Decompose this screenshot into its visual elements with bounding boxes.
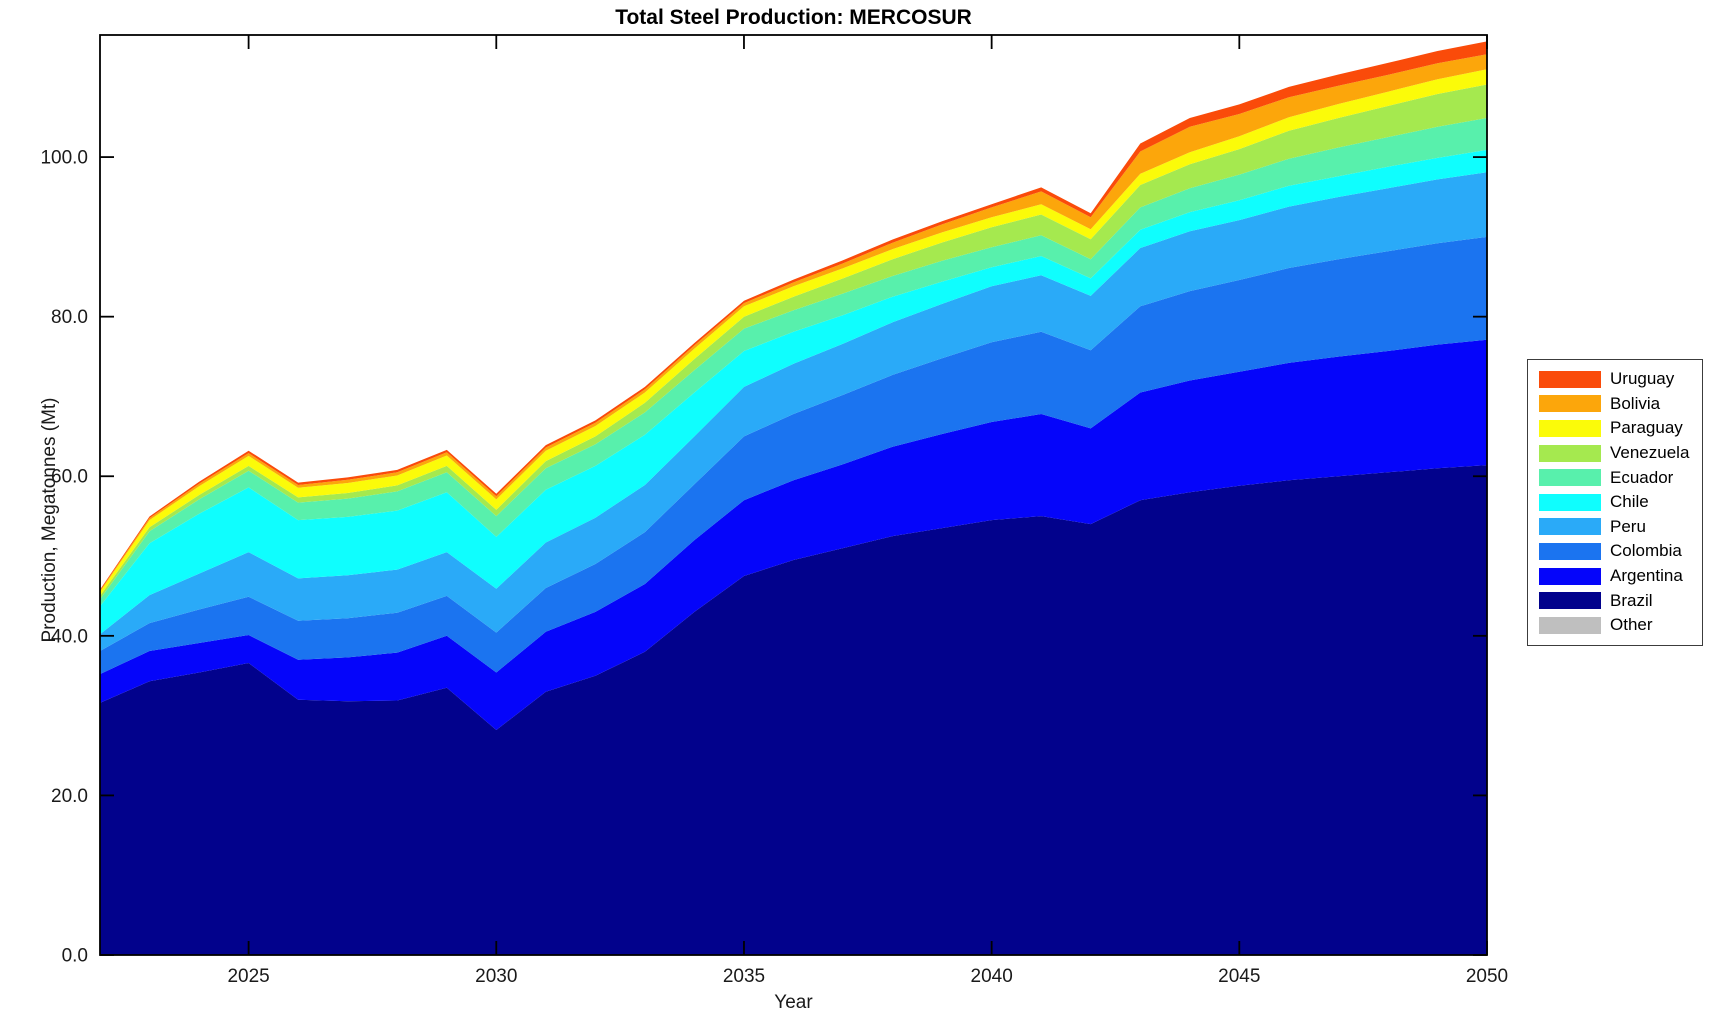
- legend-label: Bolivia: [1610, 393, 1661, 413]
- x-tick-label: 2040: [971, 966, 1013, 987]
- legend-item-other: Other: [1539, 613, 1702, 638]
- area-brazil: [100, 465, 1487, 955]
- legend-label: Brazil: [1610, 590, 1653, 610]
- y-tick-label: 60.0: [51, 467, 88, 488]
- x-tick-label: 2045: [1218, 966, 1260, 987]
- legend-swatch-peru: [1539, 518, 1601, 536]
- legend-swatch-colombia: [1539, 542, 1601, 560]
- area-paraguay: [100, 69, 1487, 596]
- legend-item-paraguay: Paraguay: [1539, 416, 1702, 441]
- legend-label: Argentina: [1610, 566, 1683, 586]
- y-axis-label: Production, Megatonnes (Mt): [39, 397, 60, 642]
- legend-item-uruguay: Uruguay: [1539, 367, 1702, 392]
- legend-item-peru: Peru: [1539, 515, 1702, 540]
- area-chile: [100, 149, 1487, 635]
- legend-swatch-brazil: [1539, 592, 1601, 610]
- legend-label: Paraguay: [1610, 418, 1683, 438]
- legend-swatch-other: [1539, 616, 1601, 634]
- legend-swatch-bolivia: [1539, 395, 1601, 413]
- legend-label: Colombia: [1610, 541, 1682, 561]
- legend-box: Uruguay Bolivia Paraguay Venezuela Ecuador Ch…: [1527, 359, 1703, 646]
- x-axis-label: Year: [774, 992, 813, 1013]
- legend-swatch-paraguay: [1539, 419, 1601, 437]
- legend-item-bolivia: Bolivia: [1539, 392, 1702, 417]
- legend-swatch-chile: [1539, 493, 1601, 511]
- area-colombia: [100, 236, 1487, 675]
- y-tick-label: 100.0: [40, 148, 88, 169]
- area-argentina: [100, 339, 1487, 730]
- legend-item-chile: Chile: [1539, 490, 1702, 515]
- area-ecuador: [100, 118, 1487, 607]
- y-tick-label: 40.0: [51, 626, 88, 647]
- legend-swatch-uruguay: [1539, 370, 1601, 388]
- legend-item-colombia: Colombia: [1539, 539, 1702, 564]
- legend-item-venezuela: Venezuela: [1539, 441, 1702, 466]
- legend-swatch-ecuador: [1539, 469, 1601, 487]
- x-tick-label: 2025: [227, 966, 269, 987]
- y-tick-label: 0.0: [62, 946, 88, 967]
- legend-item-brazil: Brazil: [1539, 588, 1702, 613]
- area-peru: [100, 172, 1487, 651]
- plot-frame: [99, 34, 1488, 956]
- chart-title: Total Steel Production: MERCOSUR: [615, 6, 972, 29]
- legend-label: Peru: [1610, 516, 1646, 536]
- y-tick-label: 20.0: [51, 786, 88, 807]
- legend-swatch-argentina: [1539, 567, 1601, 585]
- legend-label: Other: [1610, 615, 1653, 635]
- area-venezuela: [100, 84, 1487, 600]
- legend-label: Venezuela: [1610, 443, 1690, 463]
- legend-label: Chile: [1610, 492, 1649, 512]
- x-tick-label: 2050: [1466, 966, 1508, 987]
- x-tick-label: 2035: [723, 966, 765, 987]
- legend-label: Uruguay: [1610, 369, 1675, 389]
- y-tick-label: 80.0: [51, 307, 88, 328]
- legend-label: Ecuador: [1610, 467, 1674, 487]
- legend-swatch-venezuela: [1539, 444, 1601, 462]
- legend-item-ecuador: Ecuador: [1539, 465, 1702, 490]
- x-tick-label: 2030: [475, 966, 517, 987]
- legend-item-argentina: Argentina: [1539, 564, 1702, 589]
